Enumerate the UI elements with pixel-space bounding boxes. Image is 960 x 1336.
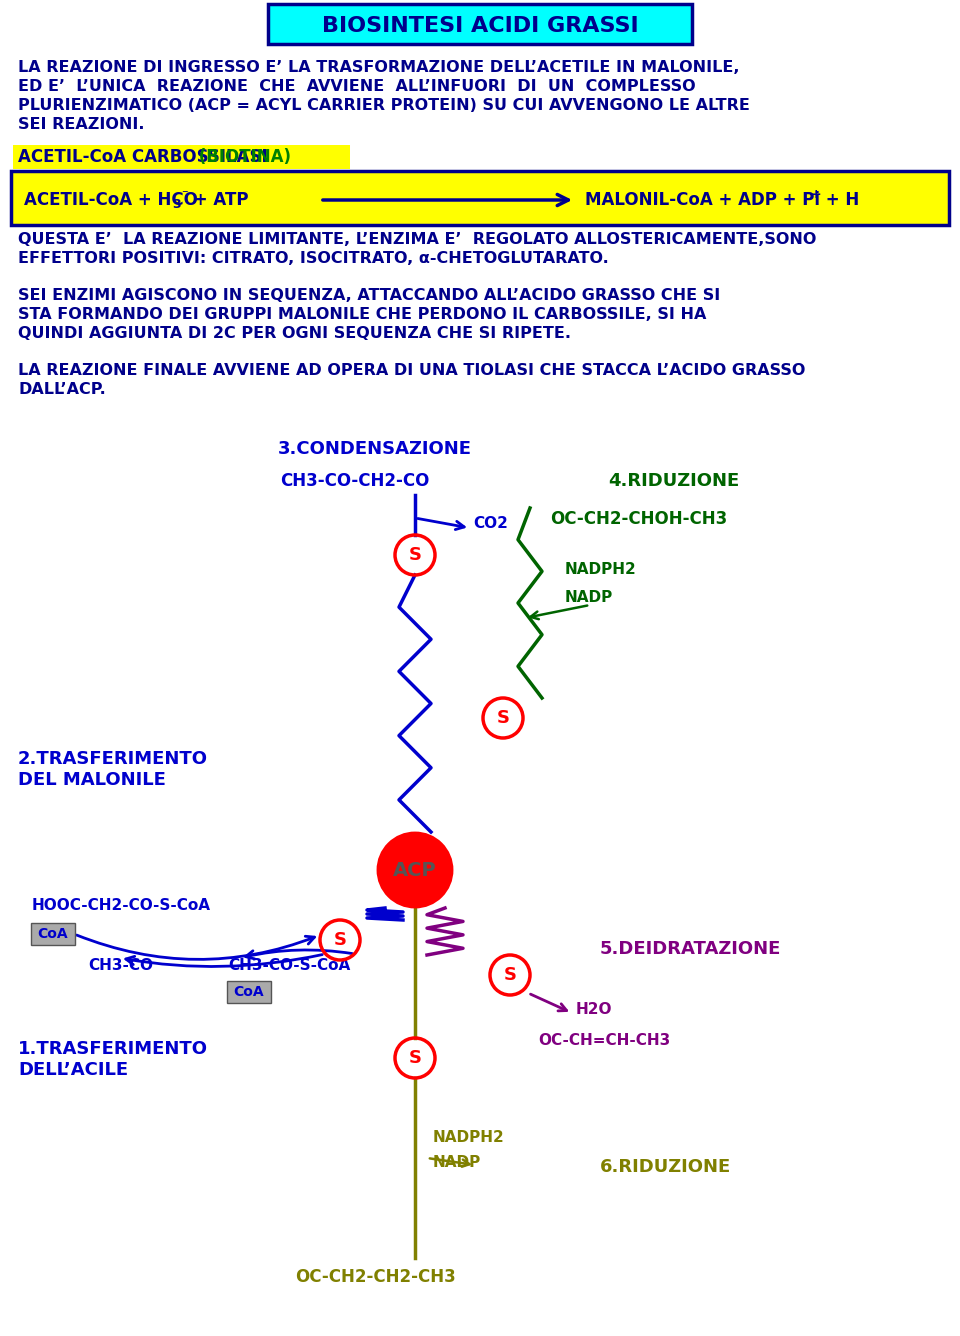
Text: 1.TRASFERIMENTO
DELL’ACILE: 1.TRASFERIMENTO DELL’ACILE: [18, 1039, 208, 1078]
Text: CH3-CO-CH2-CO: CH3-CO-CH2-CO: [280, 472, 429, 490]
FancyBboxPatch shape: [268, 4, 692, 44]
Text: H2O: H2O: [576, 1002, 612, 1018]
Text: ACP: ACP: [394, 860, 437, 879]
Text: +: +: [811, 188, 822, 202]
Text: CH3-CO-S-CoA: CH3-CO-S-CoA: [228, 958, 350, 973]
Text: S: S: [333, 931, 347, 949]
Text: + ATP: + ATP: [188, 191, 249, 208]
Text: 2.TRASFERIMENTO
DEL MALONILE: 2.TRASFERIMENTO DEL MALONILE: [18, 749, 208, 788]
Text: QUINDI AGGIUNTA DI 2C PER OGNI SEQUENZA CHE SI RIPETE.: QUINDI AGGIUNTA DI 2C PER OGNI SEQUENZA …: [18, 326, 571, 341]
Text: QUESTA E’  LA REAZIONE LIMITANTE, L’ENZIMA E’  REGOLATO ALLOSTERICAMENTE,SONO: QUESTA E’ LA REAZIONE LIMITANTE, L’ENZIM…: [18, 232, 816, 247]
Text: OC-CH2-CH2-CH3: OC-CH2-CH2-CH3: [295, 1268, 455, 1287]
Text: ACETIL-CoA CARBOSSILASI: ACETIL-CoA CARBOSSILASI: [18, 148, 268, 166]
Text: S: S: [496, 709, 510, 727]
FancyBboxPatch shape: [31, 923, 75, 945]
Circle shape: [379, 834, 451, 906]
Text: S: S: [409, 546, 421, 564]
Text: STA FORMANDO DEI GRUPPI MALONILE CHE PERDONO IL CARBOSSILE, SI HA: STA FORMANDO DEI GRUPPI MALONILE CHE PER…: [18, 307, 707, 322]
Text: 6.RIDUZIONE: 6.RIDUZIONE: [600, 1158, 732, 1176]
Text: NADP: NADP: [433, 1156, 481, 1170]
Text: CH3-CO: CH3-CO: [88, 958, 153, 973]
FancyBboxPatch shape: [13, 146, 350, 168]
Text: 4.RIDUZIONE: 4.RIDUZIONE: [608, 472, 739, 490]
Text: EFFETTORI POSITIVI: CITRATO, ISOCITRATO, α-CHETOGLUTARATO.: EFFETTORI POSITIVI: CITRATO, ISOCITRATO,…: [18, 251, 609, 266]
Text: 3: 3: [172, 199, 180, 211]
Text: LA REAZIONE FINALE AVVIENE AD OPERA DI UNA TIOLASI CHE STACCA L’ACIDO GRASSO: LA REAZIONE FINALE AVVIENE AD OPERA DI U…: [18, 363, 805, 378]
Text: ACETIL-CoA + HCO: ACETIL-CoA + HCO: [24, 191, 198, 208]
Text: LA REAZIONE DI INGRESSO E’ LA TRASFORMAZIONE DELL’ACETILE IN MALONILE,: LA REAZIONE DI INGRESSO E’ LA TRASFORMAZ…: [18, 60, 739, 75]
Text: 5.DEIDRATAZIONE: 5.DEIDRATAZIONE: [600, 941, 781, 958]
Text: HOOC-CH2-CO-S-CoA: HOOC-CH2-CO-S-CoA: [32, 898, 211, 912]
Text: ⁻: ⁻: [181, 188, 187, 202]
Text: NADPH2: NADPH2: [433, 1130, 505, 1145]
Text: OC-CH=CH-CH3: OC-CH=CH-CH3: [538, 1033, 670, 1047]
Text: DALL’ACP.: DALL’ACP.: [18, 382, 106, 397]
Text: SEI REAZIONI.: SEI REAZIONI.: [18, 118, 145, 132]
Text: CoA: CoA: [233, 985, 264, 999]
Text: CO2: CO2: [473, 516, 508, 530]
Text: S: S: [503, 966, 516, 985]
Text: S: S: [409, 1049, 421, 1067]
Text: OC-CH2-CHOH-CH3: OC-CH2-CHOH-CH3: [550, 510, 728, 528]
Text: (BIOTINA): (BIOTINA): [193, 148, 291, 166]
Text: ED E’  L’UNICA  REAZIONE  CHE  AVVIENE  ALL’INFUORI  DI  UN  COMPLESSO: ED E’ L’UNICA REAZIONE CHE AVVIENE ALL’I…: [18, 79, 696, 94]
FancyBboxPatch shape: [227, 981, 271, 1003]
Text: BIOSINTESI ACIDI GRASSI: BIOSINTESI ACIDI GRASSI: [322, 16, 638, 36]
Text: NADPH2: NADPH2: [565, 562, 636, 577]
Text: SEI ENZIMI AGISCONO IN SEQUENZA, ATTACCANDO ALL’ACIDO GRASSO CHE SI: SEI ENZIMI AGISCONO IN SEQUENZA, ATTACCA…: [18, 289, 720, 303]
Text: NADP: NADP: [565, 591, 613, 605]
Text: CoA: CoA: [37, 927, 68, 941]
FancyBboxPatch shape: [11, 171, 949, 224]
Text: PLURIENZIMATICO (ACP = ACYL CARRIER PROTEIN) SU CUI AVVENGONO LE ALTRE: PLURIENZIMATICO (ACP = ACYL CARRIER PROT…: [18, 98, 750, 114]
Text: MALONIL-CoA + ADP + Pi + H: MALONIL-CoA + ADP + Pi + H: [585, 191, 859, 208]
Text: 3.CONDENSAZIONE: 3.CONDENSAZIONE: [278, 440, 472, 458]
